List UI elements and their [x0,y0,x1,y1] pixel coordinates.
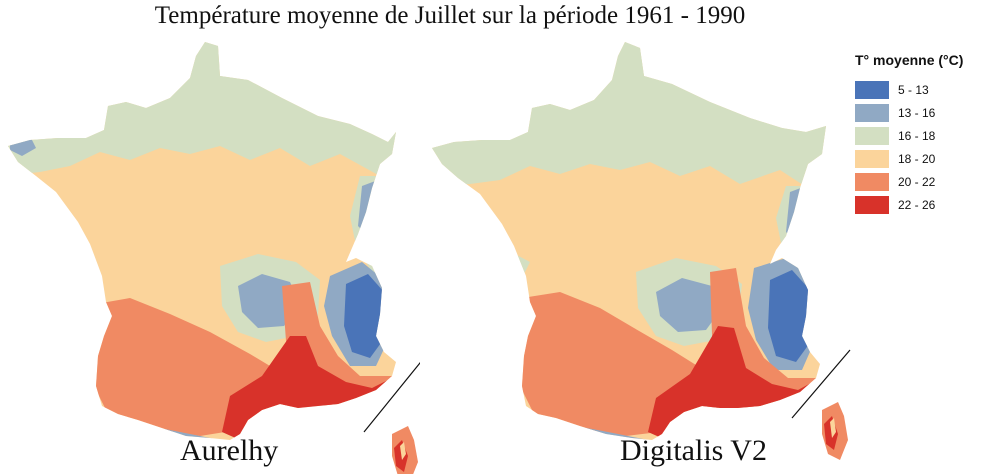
legend-swatch [855,149,889,168]
corsica-digitalis [822,402,848,460]
legend-swatch [855,195,889,214]
map-panel-aurelhy: Aurelhy [0,36,420,474]
legend-swatch [855,80,889,99]
legend-items: 5 - 13 13 - 16 16 - 18 18 - 20 20 - 22 22 - 2… [855,78,995,216]
zone-5-13-alps [344,274,386,358]
map-title: Température moyenne de Juillet sur la pé… [154,2,746,29]
zone-13-16-massif [656,278,722,332]
legend-item: 13 - 16 [855,101,995,124]
legend-item: 22 - 26 [855,193,995,216]
legend-label: 5 - 13 [898,82,929,97]
legend-swatch [855,103,889,122]
map-panel-digitalis: Digitalis V2 [420,36,860,474]
france-map-digitalis [432,42,851,460]
legend-item: 20 - 22 [855,170,995,193]
legend-label: 22 - 26 [898,197,936,212]
legend-title: T° moyenne (°C) [855,52,964,68]
legend-swatch [855,126,889,145]
zone-5-13-alps [768,270,812,362]
corsica-separator [791,349,851,419]
map-label-aurelhy: Aurelhy [180,434,279,467]
legend-swatch [855,172,889,191]
legend: T° moyenne (°C) 5 - 13 13 - 16 16 - 18 18 -… [855,52,995,216]
legend-label: 20 - 22 [898,174,936,189]
legend-label: 16 - 18 [898,128,936,143]
legend-item: 5 - 13 [855,78,995,101]
map-label-digitalis: Digitalis V2 [620,434,767,467]
legend-label: 13 - 16 [898,105,936,120]
france-map-aurelhy [8,42,420,474]
legend-item: 18 - 20 [855,147,995,170]
corsica-separator [363,361,420,433]
legend-item: 16 - 18 [855,124,995,147]
legend-label: 18 - 20 [898,151,936,166]
corsica-aurelhy [392,426,418,474]
